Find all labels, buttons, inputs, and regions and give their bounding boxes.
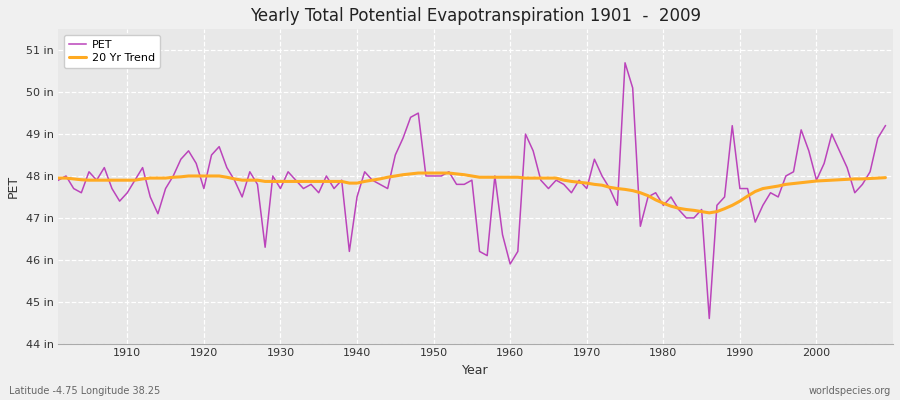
PET [53,178,64,182]
Line: 20 Yr Trend: 20 Yr Trend [58,173,886,213]
20 Yr Trend [505,175,516,180]
20 Yr Trend [880,175,891,180]
PET [505,262,516,266]
Text: Latitude -4.75 Longitude 38.25: Latitude -4.75 Longitude 38.25 [9,386,160,396]
PET [704,316,715,321]
Legend: PET, 20 Yr Trend: PET, 20 Yr Trend [64,35,160,68]
20 Yr Trend [53,176,64,180]
20 Yr Trend [114,178,125,182]
X-axis label: Year: Year [463,364,489,377]
PET [283,169,293,174]
20 Yr Trend [328,179,339,184]
20 Yr Trend [512,175,523,180]
PET [880,123,891,128]
20 Yr Trend [283,179,293,184]
PET [619,60,630,65]
PET [114,199,125,204]
20 Yr Trend [413,171,424,176]
20 Yr Trend [604,185,615,190]
Text: worldspecies.org: worldspecies.org [809,386,891,396]
Title: Yearly Total Potential Evapotranspiration 1901  -  2009: Yearly Total Potential Evapotranspiratio… [250,7,701,25]
Line: PET: PET [58,63,886,318]
Y-axis label: PET: PET [7,175,20,198]
PET [597,174,608,178]
20 Yr Trend [704,210,715,215]
PET [328,186,339,191]
PET [497,232,508,237]
